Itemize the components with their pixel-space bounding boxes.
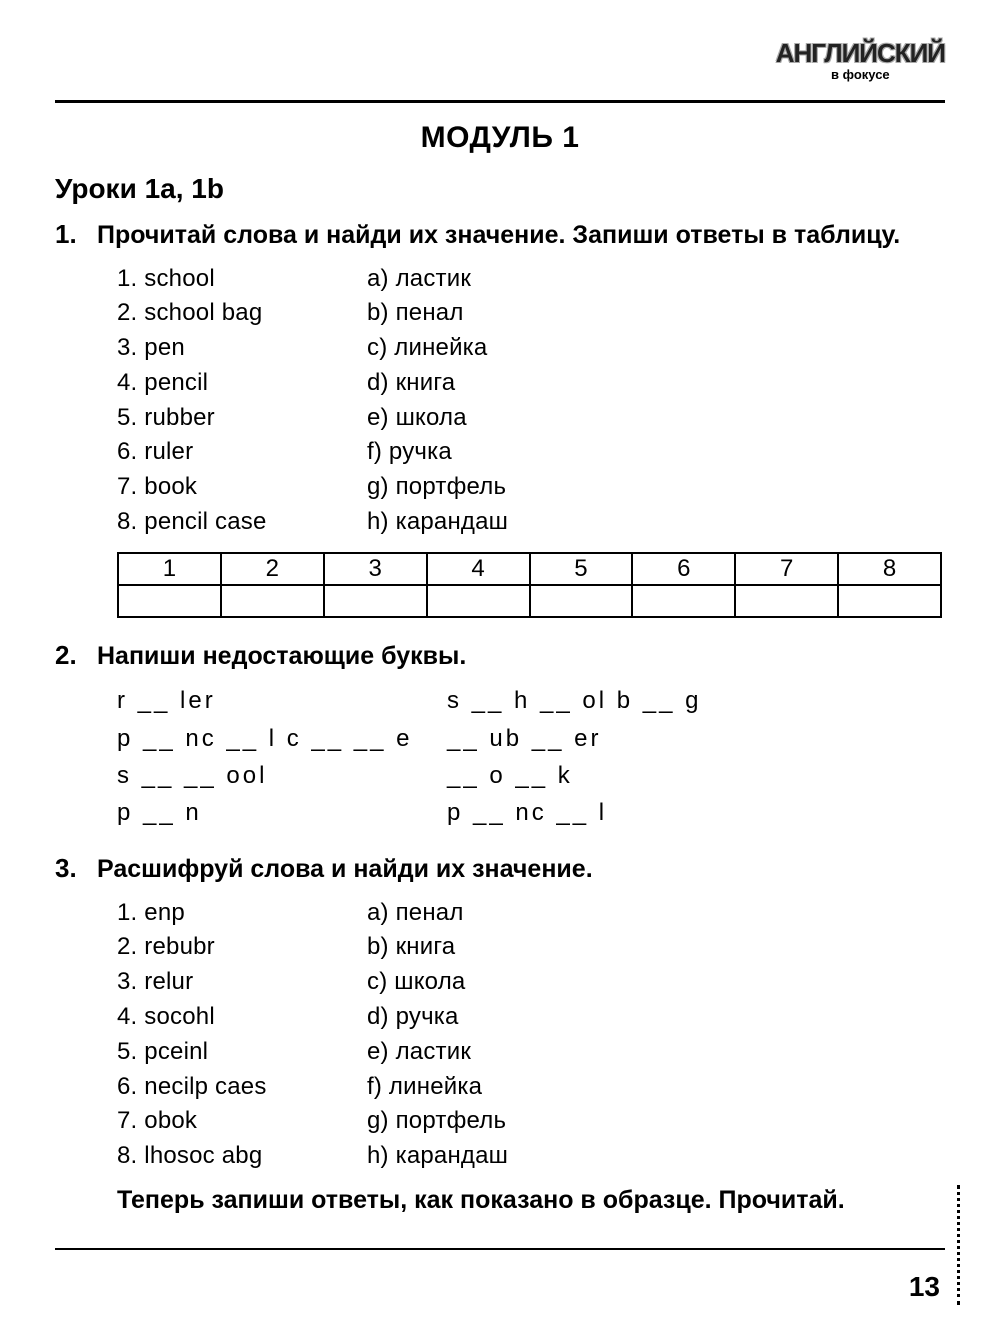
list-item: 6. necilp caes [117,1070,367,1105]
fill-blank-item: __ ub __ er [447,720,777,757]
list-item: 2. school bag [117,296,367,331]
list-item: 7. obok [117,1104,367,1139]
fill-blank-item: p __ n [117,794,447,831]
ex3-number: 3. [55,853,83,884]
list-item: b) пенал [367,296,617,331]
list-item: h) карандаш [367,505,617,540]
table-cell: 5 [530,553,633,585]
brand-logo: АНГЛИЙСКИЙ в фокусе [776,40,945,81]
answer-cell[interactable] [221,585,324,617]
fill-blank-item: s __ __ ool [117,757,447,794]
list-item: 1. school [117,262,367,297]
table-cell: 6 [632,553,735,585]
ex2-number: 2. [55,640,83,671]
exercise-1: 1. Прочитай слова и найди их значение. З… [55,219,945,618]
list-item: f) линейка [367,1070,617,1105]
fill-blank-item: r __ ler [117,682,447,719]
list-item: a) ластик [367,262,617,297]
list-item: 3. relur [117,965,367,1000]
list-item: g) портфель [367,1104,617,1139]
answer-cell[interactable] [324,585,427,617]
answer-cell[interactable] [735,585,838,617]
table-cell: 3 [324,553,427,585]
list-item: 5. pceinl [117,1035,367,1070]
ex3-footer-instruction: Теперь запиши ответы, как показано в обр… [117,1184,945,1218]
list-item: 5. rubber [117,401,367,436]
ex2-instruction: Напиши недостающие буквы. [97,640,466,673]
table-cell: 7 [735,553,838,585]
exercise-3: 3. Расшифруй слова и найди их значение. … [55,853,945,1218]
fill-blank-item: p __ nc __ l [447,794,777,831]
module-title: МОДУЛЬ 1 [55,121,945,155]
logo-line1: АНГЛИЙСКИЙ [776,40,945,66]
top-divider [55,100,945,103]
table-cell: 4 [427,553,530,585]
exercise-2: 2. Напиши недостающие буквы. r __ ler p … [55,640,945,831]
ex2-right-column: s __ h __ ol b __ g __ ub __ er __ o __ … [447,682,777,831]
answer-cell[interactable] [427,585,530,617]
list-item: 8. lhosoc abg [117,1139,367,1174]
answer-cell[interactable] [118,585,221,617]
ex1-english-column: 1. school 2. school bag 3. pen 4. pencil… [117,262,367,540]
list-item: 2. rebubr [117,930,367,965]
list-item: h) карандаш [367,1139,617,1174]
ex1-russian-column: a) ластик b) пенал c) линейка d) книга e… [367,262,617,540]
table-cell: 2 [221,553,324,585]
list-item: a) пенал [367,896,617,931]
fill-blank-item: p __ nc __ l c __ __ e [117,720,447,757]
list-item: 4. socohl [117,1000,367,1035]
list-item: c) линейка [367,331,617,366]
list-item: 8. pencil case [117,505,367,540]
table-row: 1 2 3 4 5 6 7 8 [118,553,941,585]
ex3-scrambled-column: 1. enp 2. rebubr 3. relur 4. socohl 5. p… [117,896,367,1174]
list-item: 3. pen [117,331,367,366]
fill-blank-item: __ o __ k [447,757,777,794]
answer-cell[interactable] [530,585,633,617]
logo-line2: в фокусе [776,68,945,81]
fill-blank-item: s __ h __ ol b __ g [447,682,777,719]
list-item: b) книга [367,930,617,965]
ex1-answer-table: 1 2 3 4 5 6 7 8 [117,552,942,618]
ex1-instruction: Прочитай слова и найди их значение. Запи… [97,219,900,252]
answer-cell[interactable] [838,585,941,617]
table-row [118,585,941,617]
page-edge-decoration [957,1185,960,1305]
lesson-title: Уроки 1a, 1b [55,173,945,205]
list-item: 1. enp [117,896,367,931]
list-item: e) школа [367,401,617,436]
table-cell: 8 [838,553,941,585]
ex3-instruction: Расшифруй слова и найди их значение. [97,853,593,886]
list-item: g) портфель [367,470,617,505]
list-item: 6. ruler [117,435,367,470]
list-item: d) книга [367,366,617,401]
list-item: d) ручка [367,1000,617,1035]
bottom-divider [55,1248,945,1250]
list-item: f) ручка [367,435,617,470]
list-item: 7. book [117,470,367,505]
ex2-left-column: r __ ler p __ nc __ l c __ __ e s __ __ … [117,682,447,831]
page-number: 13 [909,1271,940,1303]
ex1-number: 1. [55,219,83,250]
list-item: c) школа [367,965,617,1000]
list-item: 4. pencil [117,366,367,401]
list-item: e) ластик [367,1035,617,1070]
answer-cell[interactable] [632,585,735,617]
ex3-russian-column: a) пенал b) книга c) школа d) ручка e) л… [367,896,617,1174]
table-cell: 1 [118,553,221,585]
